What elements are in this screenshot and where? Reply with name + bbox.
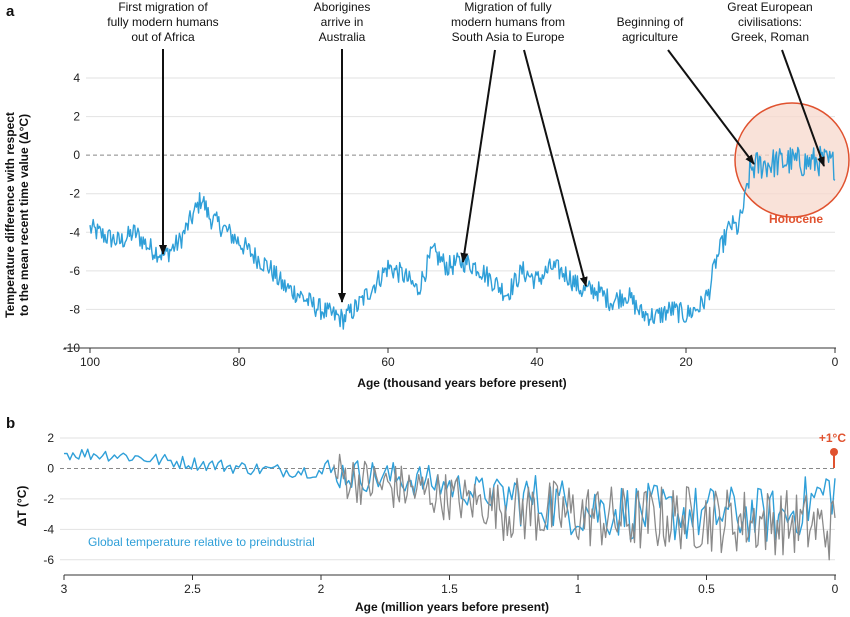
annotation-agriculture-line2: agriculture: [622, 30, 678, 44]
panel-a-ylabel: Temperature difference with respect to t…: [3, 112, 31, 318]
y-tick-label: -6: [43, 553, 54, 567]
panel-a-series: [89, 145, 836, 330]
annotation-migration-europe-line2: modern humans from: [451, 15, 565, 29]
panel-b-grid: [60, 437, 835, 561]
y-tick-label: -2: [43, 492, 54, 506]
plus-one-dot: [830, 448, 838, 456]
global-temperature-series: [63, 448, 836, 543]
x-tick-label: 3: [61, 582, 68, 596]
holocene-label: Holocene: [769, 212, 823, 226]
panel-a-xlabel: Age (thousand years before present): [357, 376, 566, 390]
x-tick-label: 1.5: [441, 582, 458, 596]
panel-b-xlabel: Age (million years before present): [355, 600, 549, 614]
x-tick-label: 100: [80, 355, 100, 369]
temperature-series: [89, 145, 836, 330]
annotation-civilisations-line3: Greek, Roman: [731, 30, 809, 44]
x-tick-label: 60: [381, 355, 395, 369]
arrow-migration-europe: [523, 49, 588, 287]
alternate-temperature-series: [333, 453, 836, 561]
annotation-civilisations-line1: Great European: [727, 0, 812, 14]
x-tick-label: 0: [832, 355, 839, 369]
annotation-aborigines-line1: Aborigines: [314, 0, 371, 14]
panel-b-x-ticks: 3 2.5 2 1.5 1 0.5 0: [61, 575, 839, 596]
panel-a-ylabel-line2: to the mean recent time value (Δ°C): [17, 114, 31, 316]
panel-a-y-ticks: 420-2-4-6-8-10: [63, 71, 81, 355]
panel-a-ylabel-line1: Temperature difference with respect: [3, 112, 17, 318]
x-tick-label: 20: [679, 355, 693, 369]
annotation-aborigines-line2: arrive in: [321, 15, 364, 29]
annotation-migration-africa-line1: First migration of: [118, 0, 208, 14]
panel-b-ylabel: ΔT (°C): [15, 486, 29, 527]
annotation-agriculture-line1: Beginning of: [617, 15, 684, 29]
x-tick-label: 0: [832, 582, 839, 596]
panel-a-label: a: [6, 3, 15, 20]
y-tick-label: -4: [69, 225, 80, 239]
panel-a-grid: [86, 77, 835, 349]
y-tick-label: 2: [73, 110, 80, 124]
y-tick-label: -2: [69, 187, 80, 201]
y-tick-label: -4: [43, 522, 54, 536]
annotation-migration-europe-line3: South Asia to Europe: [452, 30, 565, 44]
annotation-civilisations-line2: civilisations:: [738, 15, 802, 29]
panel-b-series: [63, 448, 836, 561]
y-tick-label: 2: [47, 431, 54, 445]
annotation-migration-africa: First migration of fully modern humans o…: [107, 0, 219, 255]
x-tick-label: 2.5: [184, 582, 201, 596]
arrow-migration-asia: [460, 49, 496, 263]
y-tick-label: 0: [73, 148, 80, 162]
annotation-migration-europe-line1: Migration of fully: [464, 0, 551, 14]
arrow-agriculture: [667, 49, 755, 165]
annotation-migration-europe: Migration of fully modern humans from So…: [451, 0, 588, 287]
annotation-civilisations: Great European civilisations: Greek, Rom…: [727, 0, 825, 167]
annotation-migration-africa-line3: out of Africa: [131, 30, 195, 44]
annotation-aborigines: Aborigines arrive in Australia: [314, 0, 371, 303]
x-tick-label: 40: [530, 355, 544, 369]
panel-b-legend-text: Global temperature relative to preindust…: [88, 535, 315, 549]
panel-b-label: b: [6, 415, 15, 432]
plus-one-label: +1°C: [819, 431, 846, 445]
annotation-migration-africa-line2: fully modern humans: [107, 15, 218, 29]
annotation-agriculture: Beginning of agriculture: [617, 15, 755, 165]
y-tick-label: 0: [47, 461, 54, 475]
y-tick-label: -6: [69, 264, 80, 278]
arrow-civilisations: [781, 49, 825, 167]
x-tick-label: 2: [318, 582, 325, 596]
x-tick-label: 0.5: [698, 582, 715, 596]
x-tick-label: 1: [575, 582, 582, 596]
panel-b-y-ticks: 2 0 -2 -4 -6: [43, 431, 54, 567]
x-tick-label: 80: [232, 355, 246, 369]
y-tick-label: -8: [69, 302, 80, 316]
y-tick-label: 4: [73, 71, 80, 85]
panel-a-x-ticks: 100 80 60 40 20 0: [80, 348, 839, 369]
plus-one-marker: +1°C: [819, 431, 846, 468]
annotation-aborigines-line3: Australia: [319, 30, 366, 44]
